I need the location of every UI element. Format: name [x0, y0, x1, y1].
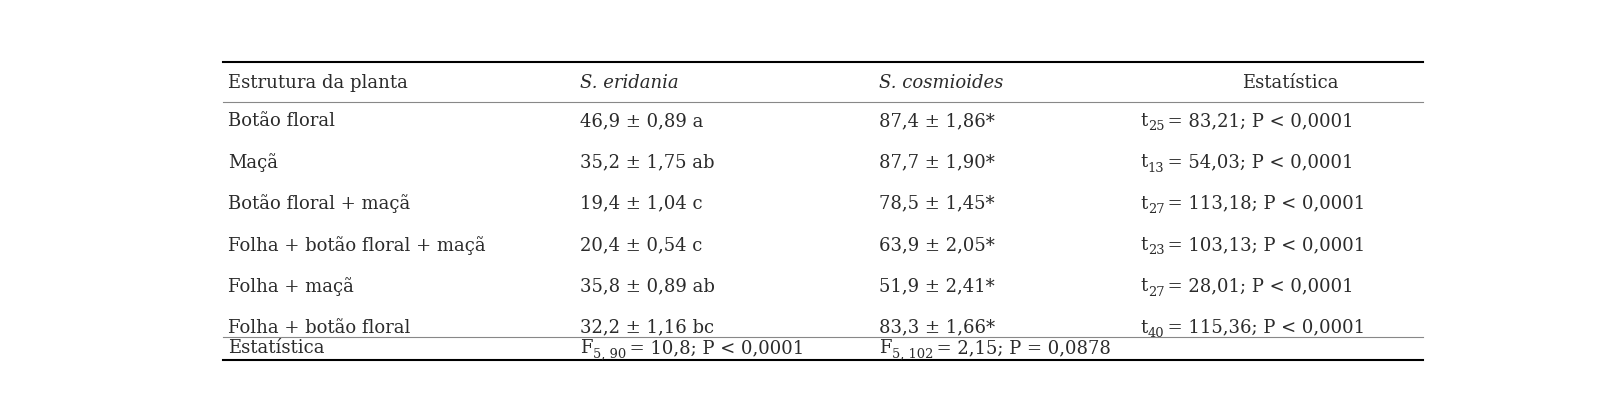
Text: t: t [1140, 278, 1148, 295]
Text: 35,8 ± 0,89 ab: 35,8 ± 0,89 ab [579, 278, 714, 295]
Text: Botão floral: Botão floral [228, 112, 335, 130]
Text: 27: 27 [1148, 203, 1164, 216]
Text: 63,9 ± 2,05*: 63,9 ± 2,05* [878, 236, 995, 254]
Text: 51,9 ± 2,41*: 51,9 ± 2,41* [878, 278, 993, 295]
Text: F: F [579, 339, 592, 358]
Text: 13: 13 [1148, 161, 1164, 175]
Text: Maçã: Maçã [228, 153, 278, 172]
Text: 40: 40 [1148, 327, 1164, 340]
Text: S. cosmioides: S. cosmioides [878, 74, 1003, 92]
Text: S. eridania: S. eridania [579, 74, 679, 92]
Text: 46,9 ± 0,89 a: 46,9 ± 0,89 a [579, 112, 703, 130]
Text: 78,5 ± 1,45*: 78,5 ± 1,45* [878, 195, 993, 213]
Text: 19,4 ± 1,04 c: 19,4 ± 1,04 c [579, 195, 703, 213]
Text: 5, 90: 5, 90 [592, 348, 626, 361]
Text: 35,2 ± 1,75 ab: 35,2 ± 1,75 ab [579, 154, 714, 171]
Text: t: t [1140, 236, 1148, 254]
Text: t: t [1140, 319, 1148, 337]
Text: 23: 23 [1148, 244, 1164, 257]
Text: F: F [878, 339, 891, 358]
Text: Folha + botão floral: Folha + botão floral [228, 319, 411, 337]
Text: = 113,18; P < 0,0001: = 113,18; P < 0,0001 [1164, 195, 1364, 213]
Text: 20,4 ± 0,54 c: 20,4 ± 0,54 c [579, 236, 703, 254]
Text: Folha + maçã: Folha + maçã [228, 277, 353, 296]
Text: Estatística: Estatística [228, 339, 324, 358]
Text: t: t [1140, 112, 1148, 130]
Text: 87,7 ± 1,90*: 87,7 ± 1,90* [878, 154, 995, 171]
Text: 83,3 ± 1,66*: 83,3 ± 1,66* [878, 319, 995, 337]
Text: = 83,21; P < 0,0001: = 83,21; P < 0,0001 [1164, 112, 1353, 130]
Text: = 115,36; P < 0,0001: = 115,36; P < 0,0001 [1164, 319, 1364, 337]
Text: = 10,8; P < 0,0001: = 10,8; P < 0,0001 [626, 339, 804, 358]
Text: Folha + botão floral + maçã: Folha + botão floral + maçã [228, 236, 485, 254]
Text: = 54,03; P < 0,0001: = 54,03; P < 0,0001 [1164, 154, 1353, 171]
Text: t: t [1140, 154, 1148, 171]
Text: 25: 25 [1148, 120, 1164, 133]
Text: 87,4 ± 1,86*: 87,4 ± 1,86* [878, 112, 995, 130]
Text: = 28,01; P < 0,0001: = 28,01; P < 0,0001 [1164, 278, 1353, 295]
Text: Estrutura da planta: Estrutura da planta [228, 74, 408, 92]
Text: 27: 27 [1148, 286, 1164, 299]
Text: Estatística: Estatística [1241, 74, 1337, 92]
Text: = 2,15; P = 0,0878: = 2,15; P = 0,0878 [933, 339, 1111, 358]
Text: Botão floral + maçã: Botão floral + maçã [228, 195, 411, 213]
Text: 5, 102: 5, 102 [891, 348, 933, 361]
Text: t: t [1140, 195, 1148, 213]
Text: 32,2 ± 1,16 bc: 32,2 ± 1,16 bc [579, 319, 714, 337]
Text: = 103,13; P < 0,0001: = 103,13; P < 0,0001 [1164, 236, 1364, 254]
